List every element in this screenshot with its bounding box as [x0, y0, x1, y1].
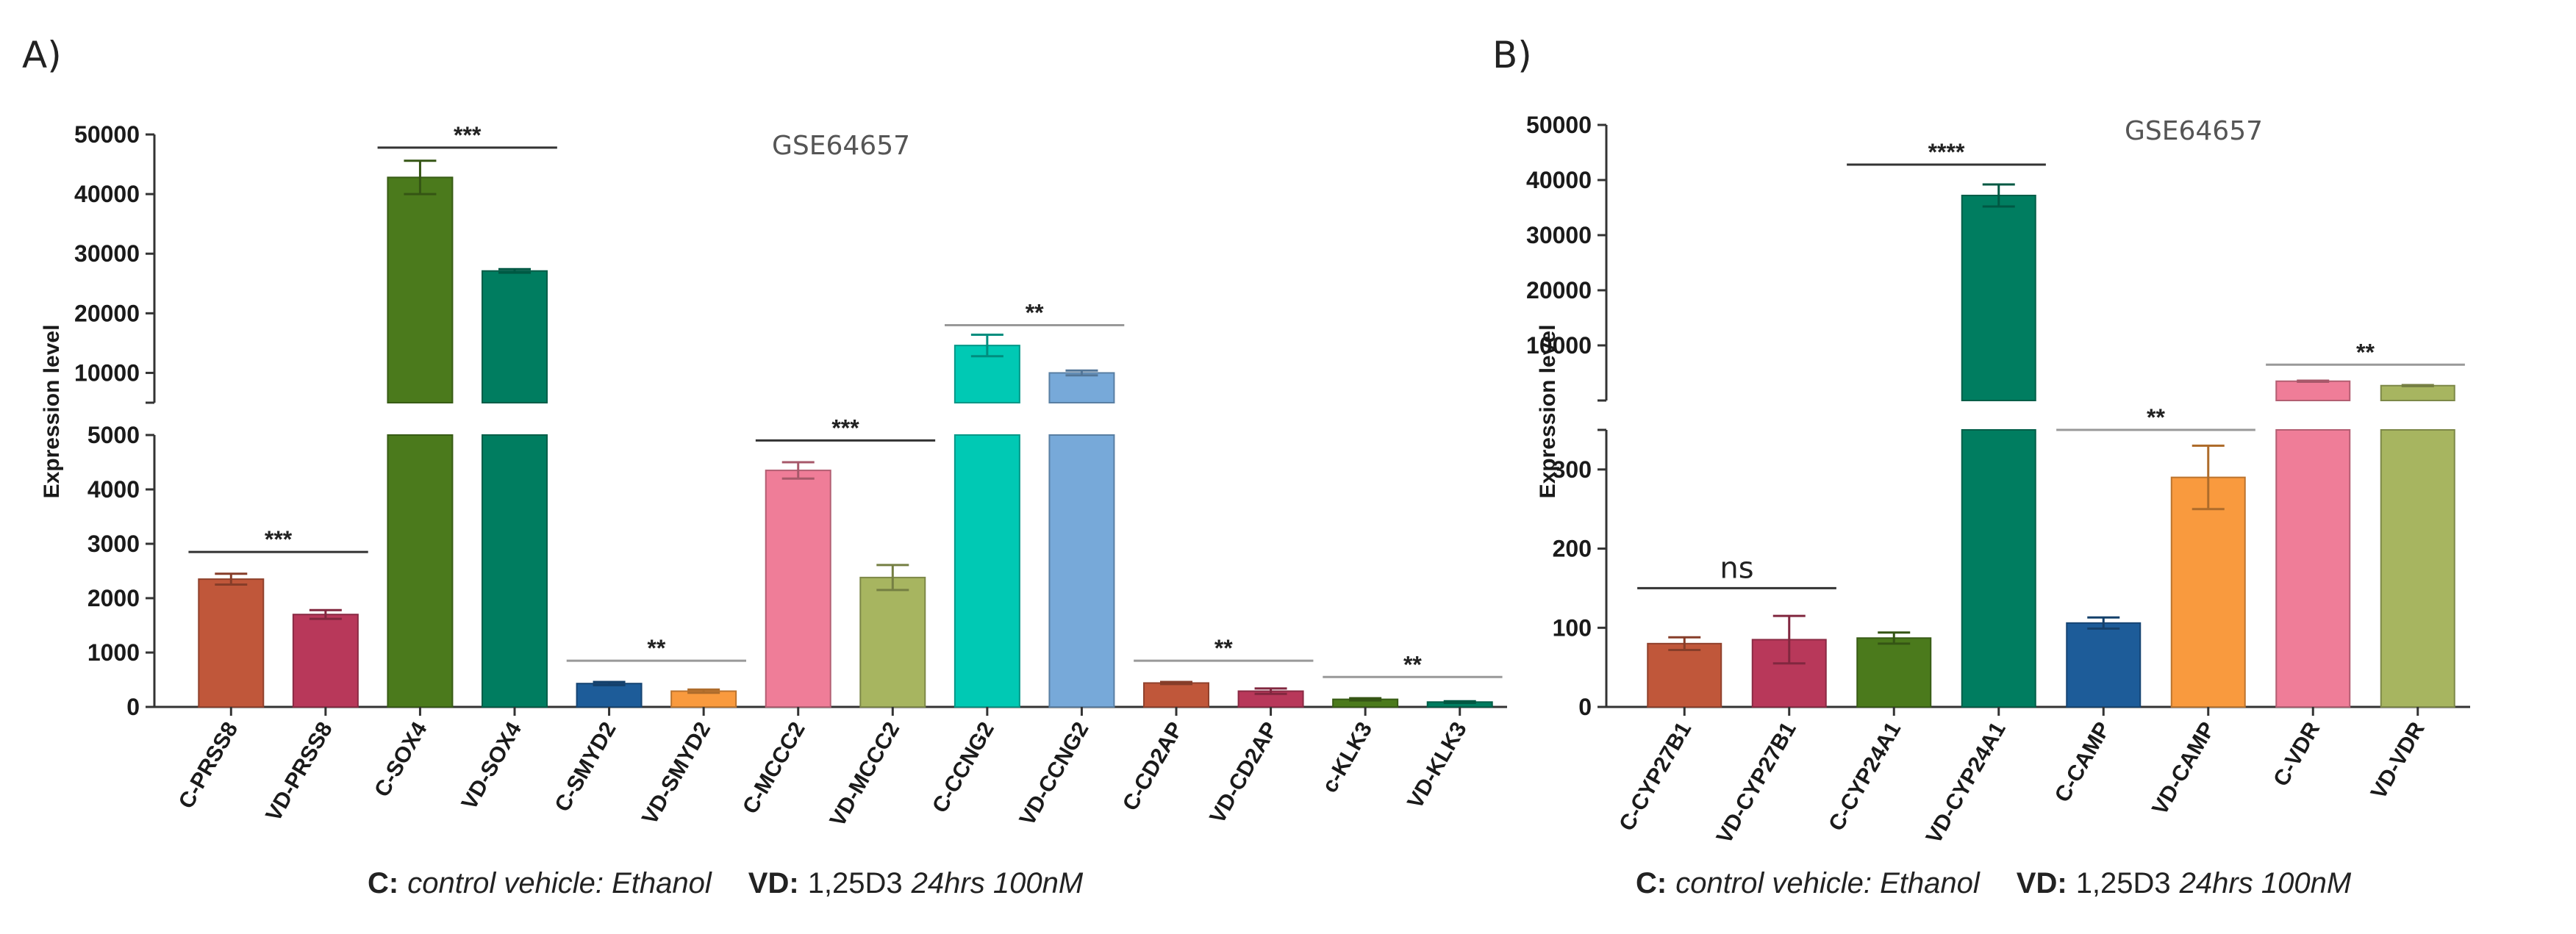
y-tick-label: 0	[126, 694, 140, 720]
y-tick-label: 2000	[87, 585, 140, 611]
category-label: VD-VDR	[2366, 718, 2430, 803]
y-tick-label: 3000	[87, 531, 140, 557]
bar-c-smyd2	[576, 683, 643, 708]
legend-a-c-key: C:	[368, 867, 398, 899]
y-tick-label: 5000	[87, 422, 140, 448]
panel-a-legend: C: control vehicle: Ethanol VD: 1,25D3 24hrs…	[368, 867, 1084, 899]
legend-a-vd-text1: 1,25D3	[808, 867, 903, 899]
bar-vd-cyp24a1-lower	[1961, 429, 2036, 708]
y-tick-label: 30000	[74, 240, 140, 267]
category-label: C-CCNG2	[928, 718, 999, 817]
category-label: VD-MCCC2	[826, 718, 905, 831]
category-label: C-CAMP	[2050, 718, 2116, 806]
bar-vd-prss8	[292, 614, 359, 708]
y-tick-label: 30000	[1526, 222, 1592, 248]
panel-a-title: GSE64657	[772, 131, 910, 161]
category-label: VD-CYP27B1	[1712, 718, 1801, 848]
significance-label: ***	[265, 526, 293, 553]
panel-b-title: GSE64657	[2125, 116, 2263, 146]
y-tick-label: 100	[1553, 614, 1592, 641]
y-tick-label: 10000	[74, 359, 140, 386]
legend-b-c-text: control vehicle: Ethanol	[1675, 867, 1981, 899]
bar-vd-sox4-lower	[482, 434, 548, 708]
y-tick-label: 0	[1578, 694, 1592, 720]
bar-vd-mccc2	[859, 576, 926, 708]
bar-c-vdr	[2275, 380, 2351, 401]
y-tick-label: 4000	[87, 476, 140, 503]
y-tick-label: 20000	[1526, 277, 1592, 303]
bar-vd-ccng2-lower	[1048, 434, 1115, 708]
category-label: C-CD2AP	[1118, 718, 1188, 815]
legend-b-vd-text1: 1,25D3	[2076, 867, 2171, 899]
bar-c-ccng2-lower	[954, 434, 1020, 708]
bar-vd-vdr-lower	[2380, 429, 2455, 708]
category-label: VD-CAMP	[2147, 718, 2220, 819]
significance-label: **	[647, 635, 665, 661]
bar-c-vdr-lower	[2275, 429, 2351, 708]
category-label: VD-PRSS8	[261, 718, 337, 825]
legend-b-vd-key: VD:	[2017, 867, 2067, 899]
legend-a-c-text: control vehicle: Ethanol	[407, 867, 712, 899]
legend-a-vd-key: VD:	[748, 867, 799, 899]
panel-a-label: A)	[22, 34, 62, 76]
legend-b-c-key: C:	[1636, 867, 1667, 899]
bar-c-camp	[2066, 622, 2142, 708]
panel-b-plot: 0 100 200 300 10000 20000 30000 40000 50000 C-CYP…	[1526, 112, 2470, 848]
significance-label: **	[2147, 404, 2165, 431]
bar-c-cyp27b1	[1647, 642, 1722, 708]
bar-vd-camp	[2170, 476, 2246, 708]
y-tick-label: 1000	[87, 639, 140, 666]
bar-c-mccc2	[765, 470, 831, 708]
category-label: C-CYP27B1	[1614, 718, 1696, 835]
category-label: C-CYP24A1	[1824, 718, 1906, 835]
bar-c-ccng2	[954, 345, 1020, 403]
significance-label: **	[1403, 651, 1422, 678]
legend-b-vd-text2: 24hrs 100nM	[2179, 867, 2352, 899]
bar-c-cyp24a1	[1856, 637, 1932, 708]
category-label: VD-SOX4	[457, 718, 527, 814]
category-label: C-MCCC2	[738, 718, 810, 818]
significance-label: ns	[1720, 551, 1753, 585]
significance-label: ****	[1928, 139, 1965, 165]
category-label: C-SOX4	[370, 718, 432, 802]
significance-label: ***	[454, 122, 482, 148]
bar-c-sox4	[387, 176, 454, 403]
category-label: VD-KLK3	[1403, 718, 1472, 813]
panel-a-plot: 0 1000 2000 3000 4000 5000 10000 20000 30000 4000…	[74, 121, 1507, 831]
significance-label: **	[1214, 635, 1233, 661]
significance-label: ***	[831, 414, 859, 441]
category-label: C-SMYD2	[551, 718, 621, 816]
significance-label: **	[2356, 339, 2375, 365]
panel-b-ylabel: Expression level	[1536, 325, 1560, 499]
bar-c-cd2ap	[1143, 682, 1209, 708]
bar-vd-sox4	[482, 270, 548, 403]
bar-vd-cyp24a1	[1961, 195, 2036, 401]
category-label: c-KLK3	[1317, 718, 1377, 797]
panel-a-ylabel: Expression level	[40, 325, 64, 499]
y-tick-label: 40000	[74, 181, 140, 207]
y-tick-label: 40000	[1526, 167, 1592, 193]
legend-a-vd-text2: 24hrs 100nM	[911, 867, 1084, 899]
y-tick-label: 50000	[74, 121, 140, 148]
bar-vd-vdr	[2380, 384, 2455, 401]
category-label: VD-CYP24A1	[1922, 718, 2011, 848]
y-tick-label: 20000	[74, 300, 140, 326]
panel-b-legend: C: control vehicle: Ethanol VD: 1,25D3 24hrs…	[1636, 867, 2352, 899]
category-label: VD-CD2AP	[1205, 718, 1282, 827]
y-tick-label: 50000	[1526, 112, 1592, 138]
y-tick-label: 200	[1553, 536, 1592, 562]
y-tick-label: 300	[1553, 456, 1592, 483]
significance-label: **	[1026, 300, 1044, 326]
category-label: VD-CCNG2	[1015, 718, 1094, 830]
bar-c-sox4-lower	[387, 434, 454, 708]
category-label: C-VDR	[2269, 718, 2325, 791]
category-label: VD-SMYD2	[637, 718, 715, 829]
bar-vd-ccng2	[1048, 372, 1115, 404]
y-tick-label: 10000	[1526, 332, 1592, 359]
category-label: C-PRSS8	[174, 718, 243, 813]
panel-b-label: B)	[1492, 34, 1532, 76]
bar-c-prss8	[198, 578, 265, 708]
